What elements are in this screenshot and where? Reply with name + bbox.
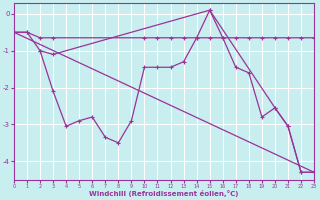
X-axis label: Windchill (Refroidissement éolien,°C): Windchill (Refroidissement éolien,°C) [89,190,239,197]
